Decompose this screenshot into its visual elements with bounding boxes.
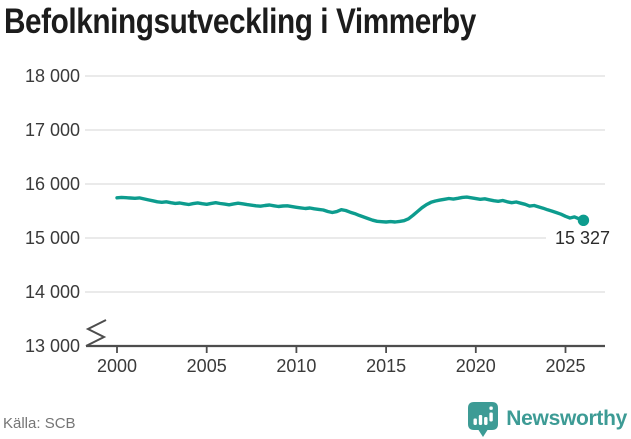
y-tick-label: 17 000	[25, 120, 80, 140]
x-tick-label: 2010	[276, 356, 316, 376]
x-tick-label: 2025	[545, 356, 585, 376]
y-tick-label: 18 000	[25, 66, 80, 86]
x-tick-label: 2020	[456, 356, 496, 376]
series-end-dot	[577, 214, 590, 227]
x-tick-label: 2015	[366, 356, 406, 376]
newsworthy-logo: Newsworthy	[468, 401, 627, 437]
x-tick-label: 2005	[187, 356, 227, 376]
population-line-chart: 18 000 17 000 16 000 15 000 14 000 13 000 2000…	[25, 66, 610, 376]
population-series-line	[115, 195, 586, 224]
end-label-backing	[546, 228, 610, 247]
series-end-value-label: 15 327	[555, 228, 610, 248]
y-tick-label: 14 000	[25, 282, 80, 302]
x-tick-label: 2000	[97, 356, 137, 376]
axis-break-icon	[85, 319, 107, 347]
y-tick-label: 13 000	[25, 336, 80, 356]
y-tick-label: 16 000	[25, 174, 80, 194]
newsworthy-speech-bubble-bar-chart-icon	[468, 401, 499, 437]
source-caption: Källa: SCB	[3, 415, 76, 432]
y-tick-label: 15 000	[25, 228, 80, 248]
newsworthy-wordmark: Newsworthy	[506, 407, 627, 430]
chart-title: Befolkningsutveckling i Vimmerby	[4, 2, 476, 41]
